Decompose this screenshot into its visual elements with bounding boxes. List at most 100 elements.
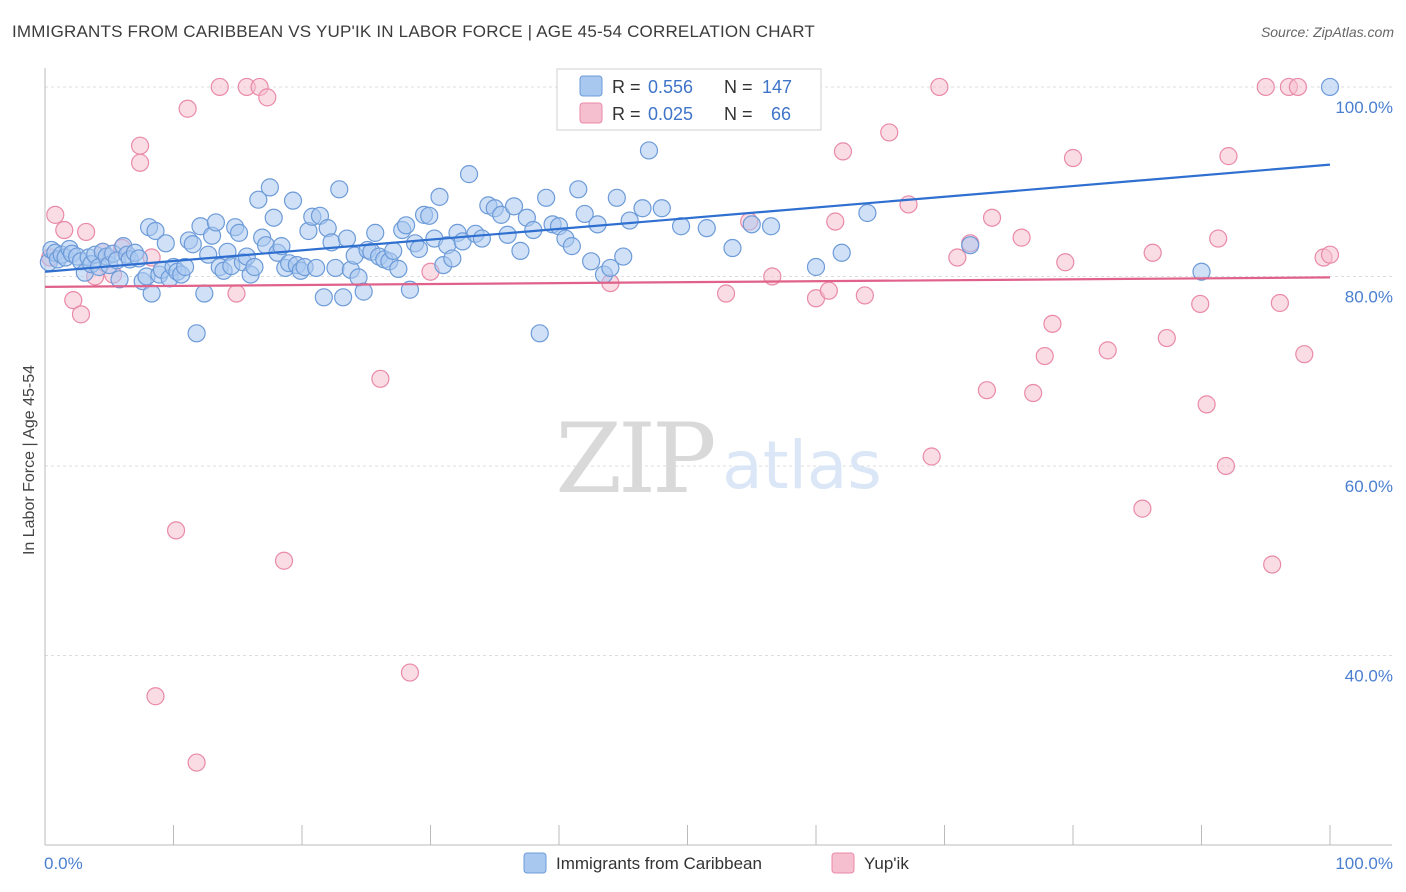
caribbean-point [530,324,549,343]
caribbean-point [582,252,601,271]
yupik-point [1191,294,1210,314]
legend-r-value-yupik: 0.025 [648,104,693,124]
caribbean-point [697,219,716,238]
bottom-legend-label-caribbean: Immigrants from Caribbean [556,854,762,873]
yupik-point [1270,293,1289,313]
legend-swatch-yupik [579,102,603,124]
y-tick-label: 80.0% [1345,287,1393,306]
caribbean-point [175,257,195,277]
y-tick-label: 100.0% [1335,98,1393,117]
yupik-point [922,447,941,466]
caribbean-point [326,258,345,278]
caribbean-point [229,223,249,242]
yupik-point [178,99,197,118]
yupik-point [55,220,74,240]
caribbean-point [472,229,491,248]
yupik-point [371,369,390,388]
bottom-legend-swatch-yupik [831,852,855,874]
caribbean-point [260,178,279,197]
yupik-point [1157,328,1176,348]
yupik-point [258,88,277,107]
caribbean-point [742,215,761,234]
caribbean-point [575,204,594,224]
yupik-point [1012,228,1031,247]
caribbean-point [396,216,416,235]
legend-n-value-caribbean: 147 [762,77,792,97]
caribbean-point [620,211,639,230]
yupik-point [1216,456,1236,476]
yupik-point [187,753,206,772]
yupik-point [210,77,229,97]
yupik-point [400,663,420,682]
legend-r-label-yupik: R = [612,104,641,124]
caribbean-point [110,270,129,289]
yupik-point [1209,229,1228,248]
caribbean-point [334,288,353,307]
caribbean-point [283,191,303,210]
legend-swatch-caribbean [579,75,603,97]
yupik-point [274,551,294,570]
y-tick-label: 40.0% [1345,666,1393,685]
yupik-point [1295,345,1314,364]
yupik-point [1043,314,1062,333]
caribbean-point [366,223,385,242]
caribbean-point [420,206,439,225]
yupik-trend-line [44,276,1331,288]
caribbean-point [330,180,349,199]
bottom-legend-label-yupik: Yup'ik [864,854,909,873]
y-axis-label: In Labor Force | Age 45-54 [21,365,38,555]
caribbean-point [264,208,283,227]
caribbean-point [1192,262,1211,281]
legend-r-label-caribbean: R = [612,77,641,97]
caribbean-point [601,258,620,278]
yupik-point [833,142,853,161]
caribbean-point [1320,77,1340,97]
caribbean-point [961,236,980,255]
yupik-point [146,687,165,706]
caribbean-point [443,249,462,268]
caribbean-point [409,239,429,259]
bottom-legend-swatch-caribbean [523,852,547,874]
watermark-atlas: atlas [722,427,882,504]
axes [44,68,1392,846]
yupik-point [130,153,150,172]
caribbean-point [504,197,524,216]
caribbean-point [761,217,781,236]
yupik-point [1219,147,1238,166]
caribbean-point [314,288,333,307]
caribbean-point [614,247,633,266]
legend-r-value-caribbean: 0.556 [648,77,693,97]
caribbean-point [723,238,742,258]
yupik-point [46,205,65,224]
yupik-point [819,281,838,300]
watermark: ZIP atlas [555,403,881,515]
legend-n-value-yupik: 66 [771,104,791,124]
yupik-point [1063,148,1083,168]
yupik-point [1056,253,1075,272]
legend-n-label-yupik: N = [724,104,753,124]
caribbean-point [307,258,326,278]
caribbean-point [400,280,420,299]
caribbean-point [142,284,161,303]
yupik-point [1263,555,1282,574]
yupik-point [1133,499,1152,518]
yupik-point [1320,245,1340,264]
caribbean-point [562,237,581,256]
legend: R = 0.556 N = 147 R = 0.025 N = 66 [556,68,822,131]
caribbean-point [206,213,226,232]
caribbean-point [639,141,659,160]
caribbean-trend-line [44,163,1331,273]
yupik-point [77,222,96,242]
bottom-legend: Immigrants from Caribbean Yup'ik [523,852,909,874]
watermark-zip: ZIP [555,403,714,515]
trend-lines [44,163,1331,288]
caribbean-point [187,324,206,343]
caribbean-point [354,282,373,301]
yupik-point [977,381,997,400]
source-credit: Source: ZipAtlas.com [1260,24,1394,40]
yupik-point [948,248,967,267]
yupik-point [880,123,899,142]
yupik-point [1035,346,1054,366]
yupik-point [227,284,246,303]
